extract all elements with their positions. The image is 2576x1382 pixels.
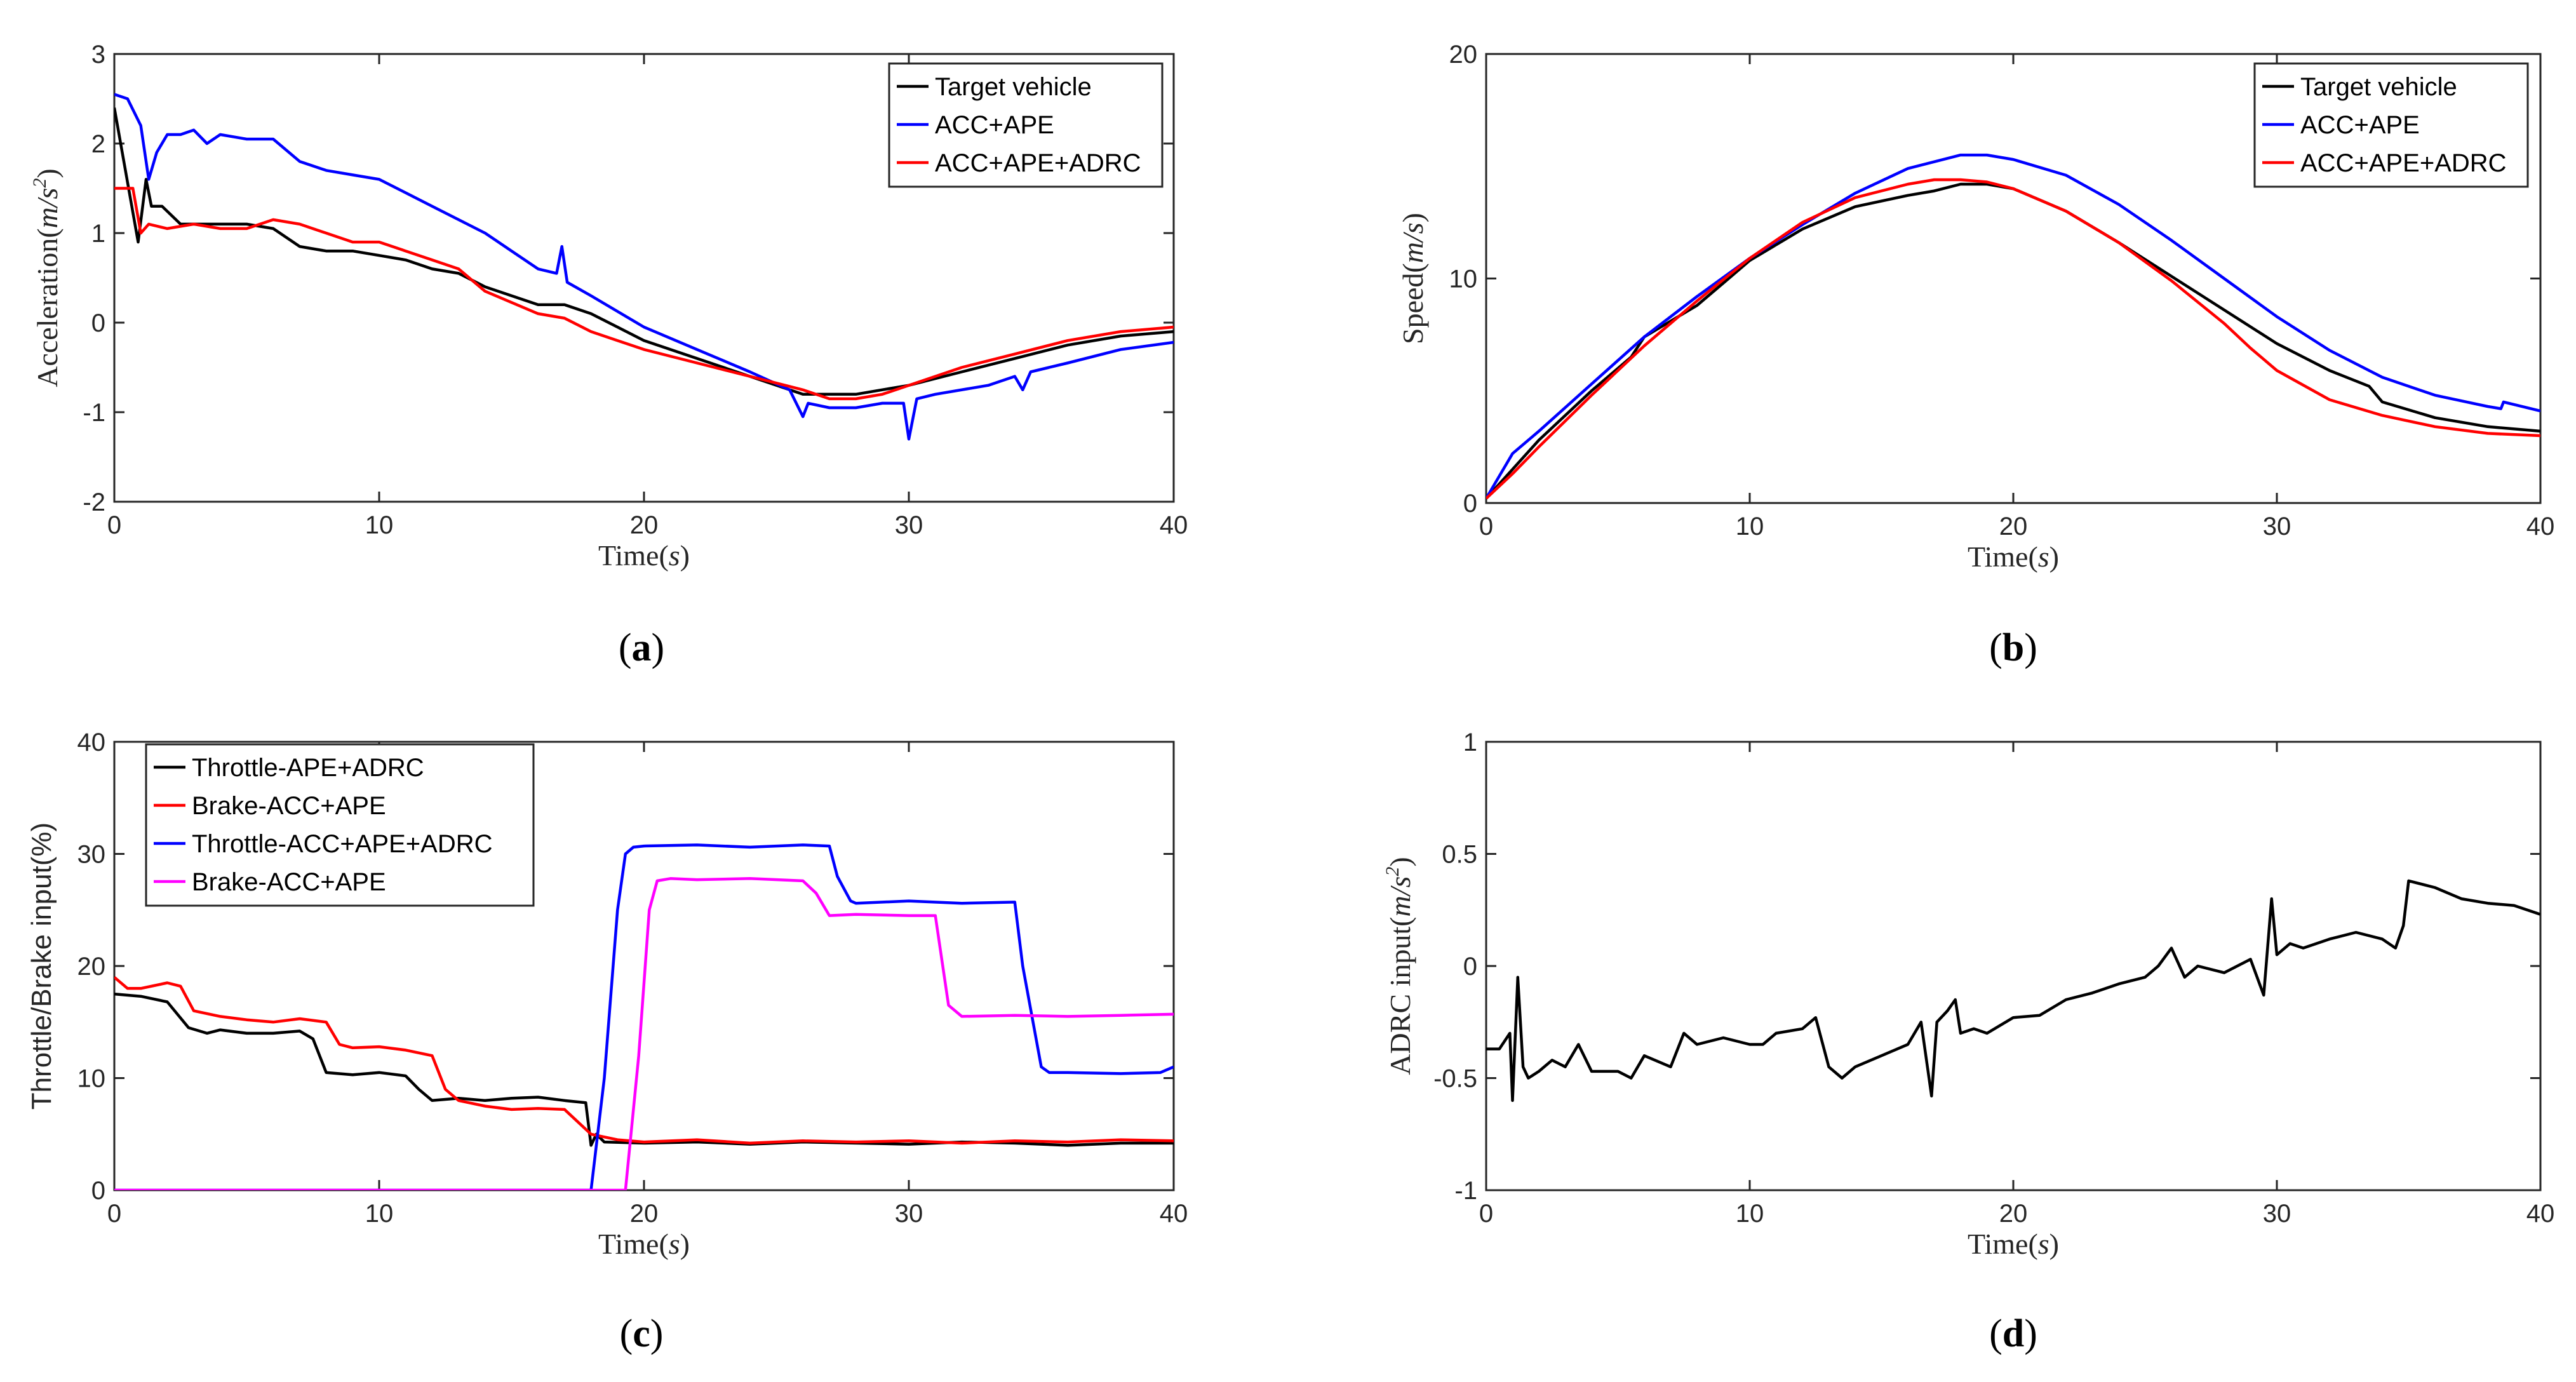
- legend-entry-a: Target vehicle: [935, 73, 1092, 101]
- legend-entry-b: ACC+APE+ADRC: [2300, 149, 2507, 177]
- y-axis-label-a: Acceleration(m/s2): [29, 168, 64, 387]
- series-line-a-0: [114, 107, 1174, 396]
- y-tick-label-d: 1: [1463, 728, 1477, 756]
- y-tick-label-d: -1: [1454, 1177, 1477, 1205]
- legend-entry-b: ACC+APE: [2300, 111, 2420, 139]
- series-line-a-1: [114, 93, 1174, 441]
- legend-entry-b: Target vehicle: [2300, 73, 2457, 101]
- y-tick-label-c: 20: [77, 953, 106, 981]
- x-tick-label-c: 0: [107, 1200, 121, 1228]
- legend-entry-c: Throttle-ACC+APE+ADRC: [192, 830, 492, 858]
- legend-entry-c: Throttle-APE+ADRC: [192, 754, 424, 782]
- series-line-c-3: [114, 877, 1174, 1190]
- x-tick-label-c: 40: [1160, 1200, 1188, 1228]
- y-tick-label-c: 40: [77, 728, 106, 756]
- series-line-c-2: [114, 843, 1174, 1190]
- y-tick-label-b: 0: [1463, 490, 1477, 518]
- y-axis-label-d: ADRC input(m/s2): [1382, 857, 1416, 1075]
- y-tick-label-b: 20: [1449, 41, 1478, 69]
- series-line-b-1: [1486, 153, 2540, 500]
- panel-caption-b: (b): [1989, 626, 2037, 669]
- legend-entry-c: Brake-ACC+APE: [192, 792, 386, 820]
- x-tick-label-a: 40: [1160, 511, 1188, 539]
- series-line-c-1: [114, 976, 1174, 1145]
- y-tick-label-d: -0.5: [1433, 1065, 1477, 1093]
- panel-caption-d: (d): [1989, 1312, 2037, 1355]
- y-tick-label-c: 10: [77, 1065, 106, 1093]
- panel-a: 0 10 20 30 40 -2 -1 0 1 2 3 Time(s) Acceleration(m/s…: [29, 41, 1188, 669]
- y-tick-label-d: 0.5: [1442, 841, 1477, 869]
- series-line-c-0: [114, 992, 1174, 1147]
- y-tick-label-c: 0: [91, 1177, 105, 1205]
- x-tick-label-c: 20: [630, 1200, 659, 1228]
- x-tick-label-d: 20: [1999, 1200, 2028, 1228]
- y-tick-label-c: 30: [77, 841, 106, 869]
- y-axis-label-b: Speed(m/s): [1397, 213, 1429, 344]
- x-axis-label-a: Time(s): [598, 539, 690, 572]
- y-tick-label-b: 10: [1449, 265, 1478, 293]
- x-tick-label-d: 30: [2263, 1200, 2291, 1228]
- panel-c: 0 10 20 30 40 0 10 20 30 40 Time(s) Throttle/Brake …: [26, 728, 1188, 1355]
- series-line-a-2: [114, 187, 1174, 401]
- series-line-b-2: [1486, 178, 2540, 500]
- x-tick-label-a: 30: [895, 511, 923, 539]
- x-axis-label-b: Time(s): [1968, 540, 2059, 573]
- legend-box-b: [2253, 62, 2529, 188]
- y-tick-label-a: 3: [91, 41, 105, 69]
- panel-caption-c: (c): [620, 1312, 664, 1355]
- legend-entry-a: ACC+APE+ADRC: [935, 149, 1141, 177]
- x-tick-label-b: 10: [1736, 513, 1764, 540]
- x-tick-label-b: 0: [1479, 513, 1493, 540]
- x-tick-label-a: 10: [365, 511, 394, 539]
- x-tick-label-b: 30: [2263, 513, 2291, 540]
- legend-entry-a: ACC+APE: [935, 111, 1054, 139]
- x-axis-label-c: Time(s): [598, 1228, 690, 1260]
- y-tick-label-a: 1: [91, 220, 105, 248]
- y-axis-label-c: Throttle/Brake input(%): [26, 822, 57, 1110]
- y-tick-label-a: 2: [91, 130, 105, 158]
- y-tick-label-a: 0: [91, 309, 105, 337]
- x-tick-label-d: 40: [2526, 1200, 2555, 1228]
- panel-caption-a: (a): [619, 626, 664, 669]
- x-tick-label-d: 10: [1736, 1200, 1764, 1228]
- y-tick-label-a: -1: [83, 399, 105, 427]
- x-tick-label-c: 10: [365, 1200, 394, 1228]
- y-tick-label-d: 0: [1463, 953, 1477, 981]
- legend-box-c: [145, 743, 535, 907]
- x-tick-label-d: 0: [1479, 1200, 1493, 1228]
- series-line-d-0: [1486, 879, 2540, 1103]
- x-tick-label-b: 20: [1999, 513, 2028, 540]
- legend-box-a: [888, 62, 1164, 188]
- plot-frame-d: [1485, 741, 2542, 1191]
- x-tick-label-b: 40: [2526, 513, 2555, 540]
- x-axis-label-d: Time(s): [1968, 1228, 2059, 1260]
- series-line-b-0: [1486, 182, 2540, 500]
- panel-d: 0 10 20 30 40 -1 -0.5 0 0.5 1 Time(s) ADRC input(m/…: [1382, 728, 2554, 1355]
- y-tick-label-a: -2: [83, 488, 105, 516]
- x-tick-label-a: 0: [107, 511, 121, 539]
- legend-entry-c: Brake-ACC+APE: [192, 868, 386, 896]
- x-tick-label-c: 30: [895, 1200, 923, 1228]
- x-tick-label-a: 20: [630, 511, 659, 539]
